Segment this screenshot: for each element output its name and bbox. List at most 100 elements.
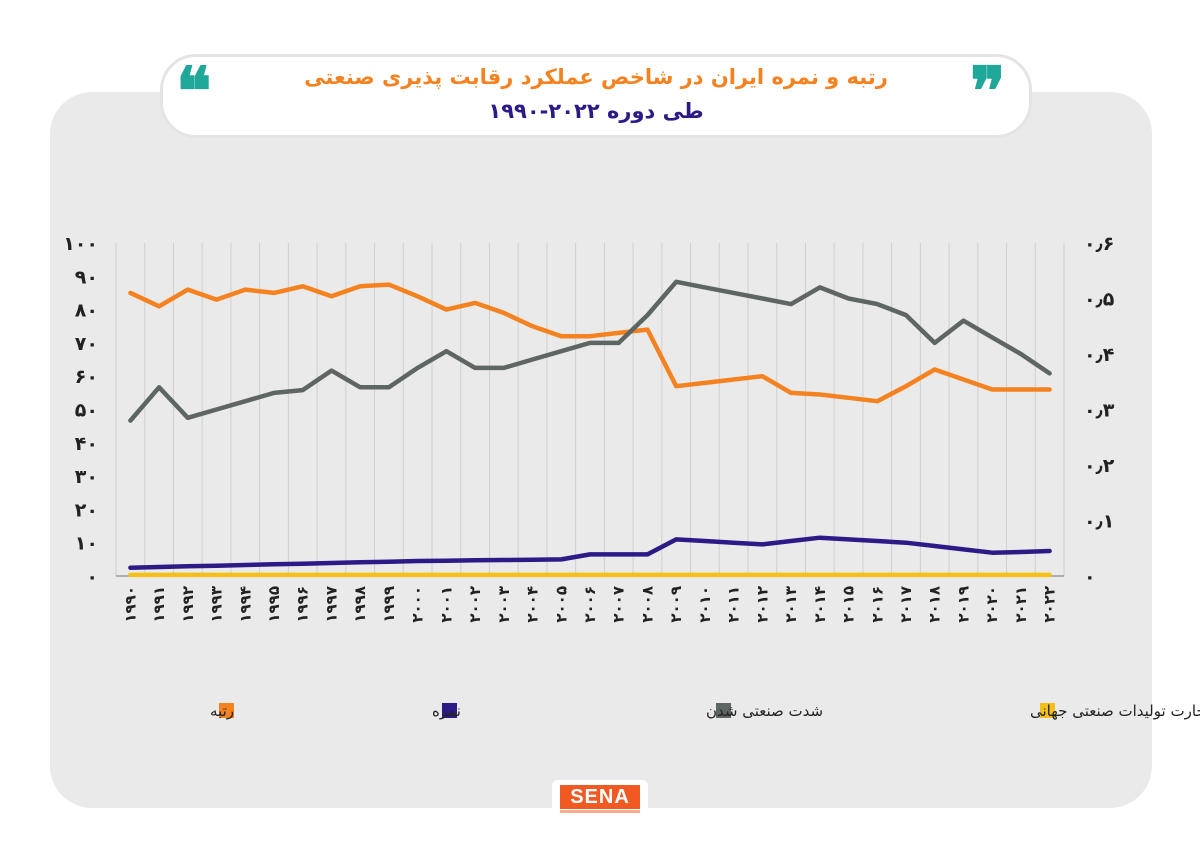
data-point — [473, 366, 477, 370]
data-point — [128, 419, 132, 423]
x-tick-label: ۱۹۹۰ — [121, 586, 139, 623]
data-point — [674, 384, 678, 388]
x-tick-label: ۲۰۱۰ — [696, 586, 714, 623]
legend-swatch — [219, 703, 234, 718]
data-point — [961, 319, 966, 323]
data-point — [732, 541, 736, 545]
x-tick-label: ۲۰۰۹ — [667, 586, 685, 623]
data-point — [272, 391, 276, 395]
data-point — [846, 396, 851, 400]
data-point — [617, 552, 621, 556]
data-point — [387, 283, 391, 287]
data-point — [645, 327, 650, 332]
data-point — [703, 573, 707, 577]
data-point — [301, 388, 305, 392]
data-point — [760, 374, 764, 378]
data-point — [473, 301, 477, 305]
data-point — [904, 384, 908, 388]
data-point — [387, 385, 391, 389]
data-point — [502, 558, 506, 562]
data-point — [961, 573, 966, 577]
data-point — [186, 416, 190, 420]
chart-subtitle: طی دوره ۲۰۲۲-۱۹۹۰ — [488, 99, 704, 123]
data-point — [645, 552, 650, 556]
data-point — [1048, 573, 1052, 577]
data-point — [387, 560, 391, 564]
data-point — [444, 349, 448, 353]
data-point — [1019, 550, 1023, 554]
x-tick-label: ۲۰۱۹ — [954, 586, 972, 623]
x-tick-label: ۲۰۱۲ — [753, 586, 771, 623]
right-axis-tick-label: ۰٫۱ — [1084, 511, 1114, 533]
data-point — [674, 573, 678, 577]
data-point — [444, 308, 448, 312]
data-point — [1019, 387, 1023, 392]
data-point — [243, 563, 247, 567]
data-point — [789, 573, 793, 577]
x-tick-label: ۲۰۱۱ — [725, 586, 743, 623]
data-point — [473, 573, 477, 577]
sena-logo: SENA — [552, 780, 648, 820]
data-point — [358, 560, 362, 564]
data-point — [617, 573, 621, 577]
data-point — [530, 357, 535, 362]
data-point — [645, 573, 650, 577]
data-point — [703, 285, 707, 289]
data-point — [789, 539, 793, 543]
data-point — [875, 539, 879, 543]
legend-label: رتبه — [210, 702, 234, 720]
data-point — [818, 392, 822, 397]
data-point — [990, 551, 994, 555]
data-point — [617, 341, 621, 345]
data-point — [990, 335, 994, 339]
data-point — [358, 385, 362, 389]
legend-swatch — [716, 703, 731, 718]
data-point — [502, 573, 506, 577]
x-tick-label: ۱۹۹۶ — [294, 586, 312, 623]
data-point — [1019, 573, 1023, 577]
x-tick-label: ۱۹۹۴ — [236, 586, 254, 623]
data-point — [789, 302, 793, 306]
data-point — [588, 573, 592, 577]
x-tick-label: ۲۰۱۶ — [868, 586, 886, 623]
data-point — [243, 399, 247, 403]
data-point — [416, 294, 420, 298]
right-axis-tick-label: ۰٫۳ — [1084, 400, 1115, 422]
x-tick-label: ۲۰۲۲ — [1041, 586, 1059, 623]
data-point — [617, 331, 621, 335]
data-point — [933, 341, 937, 345]
data-point — [933, 544, 937, 548]
data-point — [157, 385, 161, 389]
data-point — [933, 573, 937, 577]
data-point — [559, 349, 563, 353]
data-point — [502, 366, 506, 370]
logo-underline — [560, 810, 640, 813]
right-axis-tick-label: ۰٫۵ — [1084, 289, 1115, 311]
left-axis-tick-label: ۹۰ — [75, 266, 98, 288]
data-point — [760, 296, 764, 301]
logo-text: SENA — [560, 785, 640, 809]
x-tick-label: ۲۰۲۰ — [983, 586, 1001, 623]
legend-label: شدت صنعتی شدن — [706, 702, 823, 720]
data-point — [846, 573, 851, 577]
data-point — [416, 559, 420, 563]
series-line — [128, 279, 1052, 423]
data-point — [904, 313, 908, 317]
data-point — [243, 288, 247, 292]
data-point — [645, 313, 650, 317]
x-tick-label: ۲۰۰۵ — [552, 586, 570, 623]
data-point — [530, 324, 535, 328]
data-point — [990, 573, 994, 577]
data-point — [674, 537, 678, 541]
data-point — [818, 573, 822, 577]
legend-label: تاثیر بر تجارت تولیدات صنعتی جهانی — [1030, 702, 1200, 720]
x-tick-label: ۱۹۹۹ — [380, 586, 398, 623]
data-point — [1048, 387, 1052, 392]
data-point — [358, 573, 362, 577]
data-point — [444, 559, 448, 563]
x-tick-label: ۲۰۰۴ — [524, 586, 542, 623]
data-point — [329, 561, 334, 565]
x-tick-label: ۲۰۰۱ — [437, 586, 455, 623]
data-point — [961, 377, 966, 382]
